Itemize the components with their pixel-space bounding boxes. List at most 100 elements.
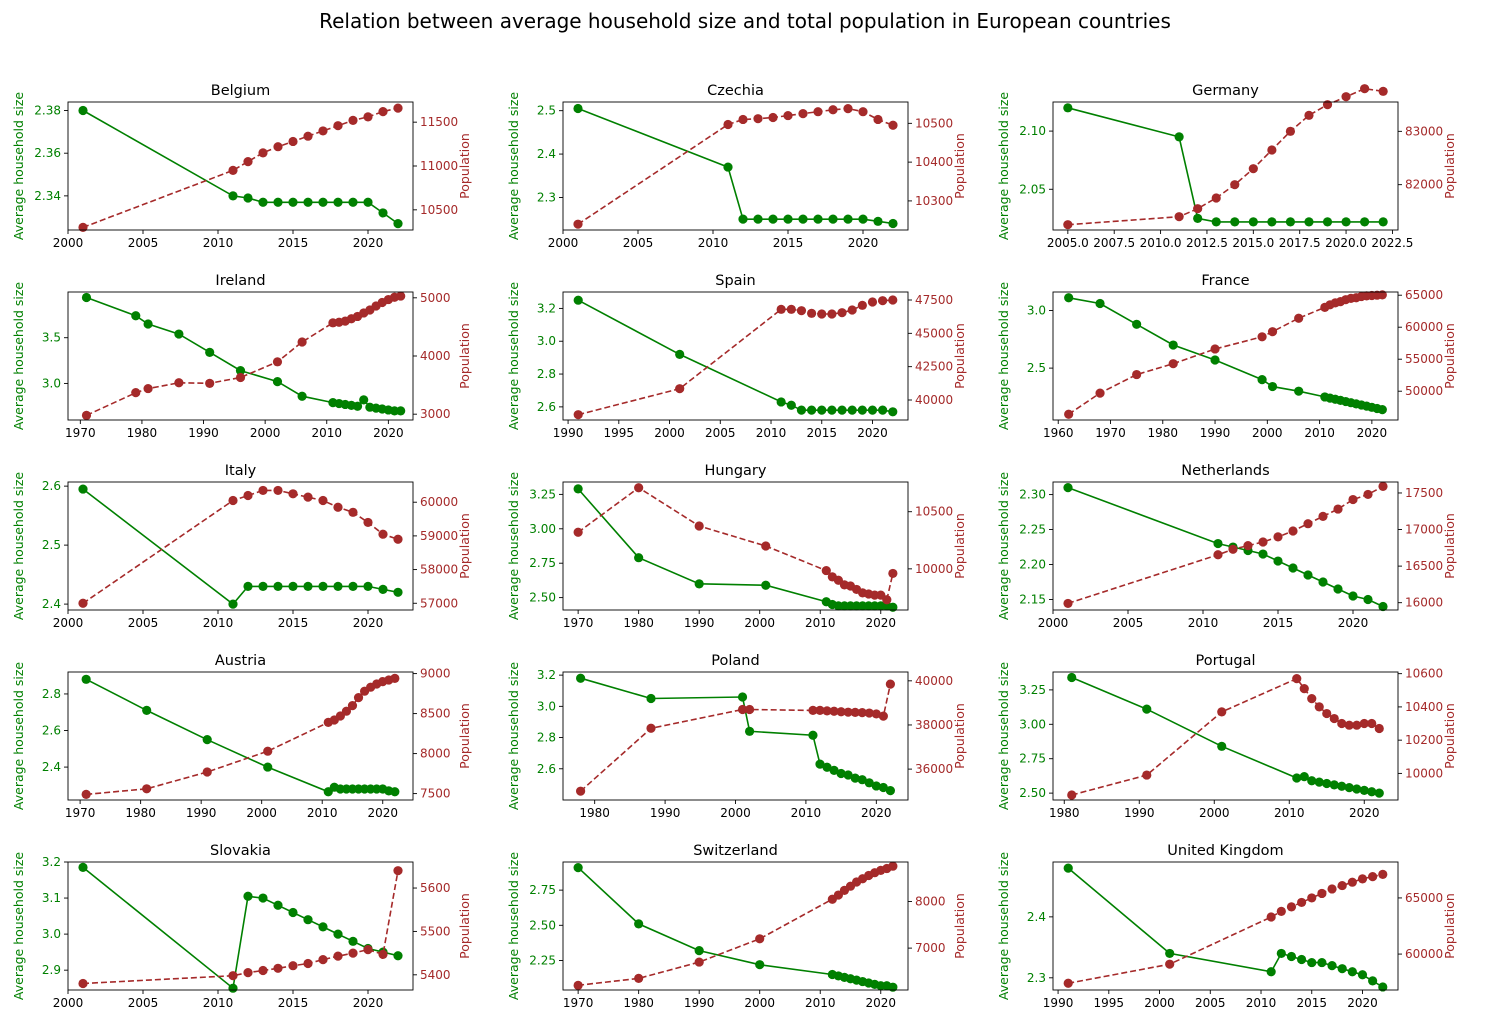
y2-axis-label: Population bbox=[457, 323, 472, 389]
household-size-point bbox=[359, 395, 369, 405]
population-point bbox=[258, 965, 268, 976]
x-tick-label: 2000 bbox=[654, 426, 685, 440]
household-size-point bbox=[288, 581, 298, 592]
household-size-line bbox=[1068, 297, 1383, 411]
population-point bbox=[694, 521, 704, 531]
population-line bbox=[86, 677, 396, 796]
household-size-point bbox=[836, 768, 846, 779]
y2-tick-label: 11500 bbox=[420, 115, 458, 129]
x-tick-label: 1970 bbox=[65, 426, 96, 440]
panel-belgium: Belgium 2000 2005 2010 2015 2020 2.34 2.36 2.38 1… bbox=[11, 83, 472, 250]
population-point bbox=[737, 704, 748, 715]
population-point bbox=[1286, 902, 1297, 912]
x-tick-label: 2000 bbox=[1252, 426, 1283, 440]
y2-tick-label: 82000 bbox=[1405, 178, 1443, 192]
population-point bbox=[888, 861, 898, 871]
x-tick-label: 2020 bbox=[857, 426, 888, 440]
population-point bbox=[1067, 790, 1077, 800]
population-point bbox=[1288, 526, 1298, 536]
household-size-point bbox=[1307, 776, 1317, 786]
x-tick-label: 2020 bbox=[1347, 996, 1378, 1010]
population-point bbox=[341, 706, 352, 716]
x-tick-label: 2010 bbox=[756, 426, 787, 440]
x-tick-label: 2010 bbox=[203, 616, 234, 630]
household-size-point bbox=[273, 581, 283, 592]
population-point bbox=[817, 309, 827, 319]
population-point bbox=[378, 529, 388, 539]
population-point bbox=[1333, 504, 1343, 514]
y-tick-label: 3.1 bbox=[42, 891, 61, 905]
x-tick-label: 1980 bbox=[623, 996, 654, 1010]
household-size-point bbox=[258, 893, 268, 903]
y2-tick-label: 16500 bbox=[1405, 559, 1443, 573]
plot-frame bbox=[1052, 101, 1399, 231]
household-size-point bbox=[1329, 780, 1339, 790]
panel-france: France 1960 1970 1980 1990 2000 2010 2020 2.5 3.0… bbox=[996, 273, 1457, 440]
population-point bbox=[378, 949, 388, 960]
y2-tick-label: 10500 bbox=[915, 116, 953, 130]
y-tick-label: 3.2 bbox=[537, 301, 556, 315]
y2-tick-label: 3000 bbox=[420, 407, 451, 421]
x-tick-label: 2020 bbox=[367, 806, 398, 820]
population-point bbox=[393, 534, 403, 544]
y-tick-label: 3.0 bbox=[42, 376, 61, 390]
household-size-line bbox=[82, 109, 399, 225]
y-tick-label: 2.05 bbox=[1019, 182, 1046, 196]
household-size-point bbox=[1095, 298, 1105, 309]
household-size-point bbox=[829, 765, 839, 775]
household-size-point bbox=[867, 405, 878, 415]
household-size-point bbox=[888, 218, 898, 229]
panel-spain: Spain 1990 1995 2000 2005 2010 2015 2020 2.6 2.8 3… bbox=[506, 273, 967, 440]
household-size-point bbox=[1377, 405, 1387, 415]
population-point bbox=[878, 296, 888, 306]
population-point bbox=[1363, 489, 1373, 500]
y2-tick-label: 65000 bbox=[1405, 288, 1443, 302]
population-point bbox=[1307, 893, 1317, 903]
x-tick-label: 2005 bbox=[128, 236, 159, 250]
y2-tick-label: 5400 bbox=[420, 968, 451, 982]
household-size-point bbox=[888, 407, 898, 417]
y2-tick-label: 5500 bbox=[420, 924, 451, 938]
population-point bbox=[837, 308, 847, 318]
household-size-point bbox=[318, 922, 328, 932]
population-point bbox=[228, 971, 238, 981]
household-size-point bbox=[1217, 741, 1227, 751]
household-size-point bbox=[798, 214, 808, 224]
household-size-point bbox=[576, 673, 586, 683]
x-tick-label: 1990 bbox=[684, 616, 715, 630]
x-tick-label: 2017.5 bbox=[1279, 236, 1321, 250]
household-size-point bbox=[1307, 957, 1317, 968]
y2-tick-label: 42500 bbox=[915, 360, 953, 374]
y-tick-label: 2.5 bbox=[42, 538, 61, 552]
x-tick-label: 1990 bbox=[650, 806, 681, 820]
plot-frame bbox=[1052, 481, 1399, 611]
panel-title: Poland bbox=[711, 653, 759, 669]
population-point bbox=[1258, 537, 1268, 547]
population-point bbox=[81, 410, 92, 420]
household-size-point bbox=[857, 405, 867, 415]
population-point bbox=[1267, 327, 1278, 337]
household-size-point bbox=[1378, 601, 1388, 612]
household-size-point bbox=[878, 782, 888, 793]
population-line bbox=[577, 107, 894, 225]
population-point bbox=[815, 705, 825, 716]
household-size-point bbox=[1294, 386, 1304, 396]
population-point bbox=[142, 784, 152, 794]
x-tick-label: 2020 bbox=[865, 616, 896, 630]
population-point bbox=[131, 388, 141, 398]
x-tick-label: 1980 bbox=[1147, 426, 1178, 440]
x-tick-label: 2000 bbox=[1038, 616, 1069, 630]
x-tick-label: 1980 bbox=[579, 806, 610, 820]
household-size-point bbox=[1333, 584, 1343, 594]
population-point bbox=[333, 121, 343, 131]
population-point bbox=[202, 767, 212, 777]
x-tick-label: 2005 bbox=[705, 426, 736, 440]
population-point bbox=[634, 973, 644, 983]
household-size-point bbox=[348, 581, 358, 592]
household-size-point bbox=[1273, 556, 1283, 566]
panel-title: Czechia bbox=[707, 83, 764, 99]
y-axis-label: Average household size bbox=[996, 662, 1011, 810]
population-point bbox=[1248, 164, 1258, 174]
x-tick-label: 2015 bbox=[278, 616, 309, 630]
population-point bbox=[318, 495, 328, 506]
